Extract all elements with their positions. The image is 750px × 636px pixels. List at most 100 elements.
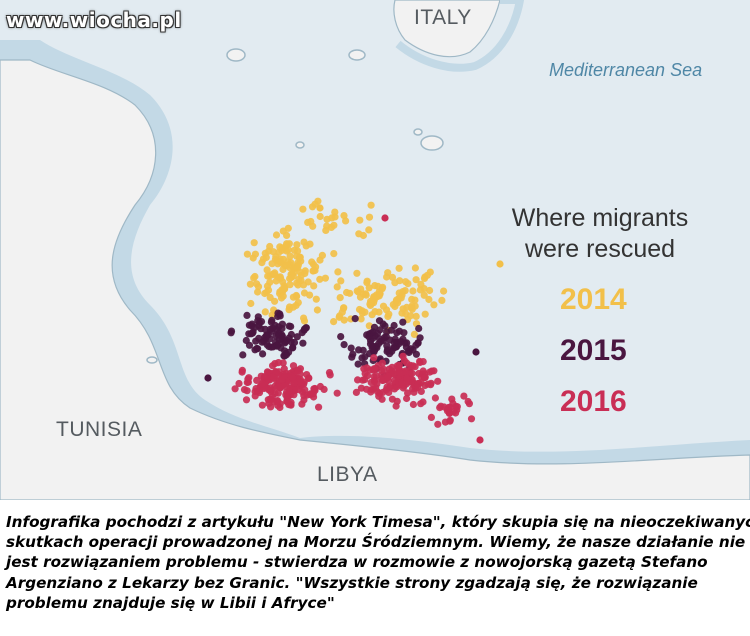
rescue-dot-2014 xyxy=(311,200,319,208)
rescue-dot-2016 xyxy=(242,396,251,404)
legend-year-2016: 2016 xyxy=(560,385,627,418)
rescue-dot-2014 xyxy=(356,216,364,224)
rescue-dot-2014 xyxy=(328,214,336,222)
rescue-dot-2014 xyxy=(304,278,312,286)
rescue-dot-2015 xyxy=(257,318,266,326)
rescue-dot-2014 xyxy=(276,258,285,266)
rescue-dot-2014 xyxy=(243,250,251,258)
rescue-dot-2015 xyxy=(409,346,417,354)
rescue-dot-2014 xyxy=(308,258,316,266)
caption: Infografika pochodzi z artykułu "New Yor… xyxy=(6,512,750,613)
rescue-dot-2014 xyxy=(412,276,420,284)
rescue-dot-2014 xyxy=(365,213,374,221)
rescue-dot-2015 xyxy=(389,344,397,352)
rescue-dot-2016 xyxy=(263,368,272,376)
label-mediterranean-sea: Mediterranean Sea xyxy=(549,60,703,80)
rescue-dot-2015 xyxy=(337,333,345,341)
rescue-dot-2016 xyxy=(443,407,452,415)
rescue-dot-2015 xyxy=(354,360,362,368)
legend-year-2015: 2015 xyxy=(560,334,627,367)
rescue-dot-2014 xyxy=(300,314,308,322)
rescue-dot-2014 xyxy=(312,295,320,303)
rescue-dot-2016 xyxy=(277,383,285,392)
rescue-dot-2016 xyxy=(271,360,279,368)
rescue-dot-2014 xyxy=(290,246,298,254)
rescue-dot-2016 xyxy=(384,373,392,381)
rescue-dot-2014 xyxy=(363,279,371,287)
rescue-dot-2014 xyxy=(300,289,309,297)
rescue-dot-2016 xyxy=(382,386,390,394)
caption-line: skutkach operacji prowadzonej na Morzu Ś… xyxy=(6,533,746,552)
rescue-dot-2014 xyxy=(334,268,342,276)
rescue-dot-2015 xyxy=(347,344,355,352)
rescue-dot-2014 xyxy=(430,301,438,309)
rescue-dot-2016 xyxy=(372,372,380,380)
rescue-dot-2014 xyxy=(411,264,419,272)
rescue-dot-2016 xyxy=(467,415,476,423)
rescue-dot-2015 xyxy=(285,334,293,342)
rescue-dot-2014 xyxy=(426,268,434,276)
island xyxy=(295,141,305,149)
island xyxy=(146,356,158,364)
rescue-dot-2016 xyxy=(421,373,429,381)
rescue-dot-2015 xyxy=(261,325,269,333)
rescue-dot-2015 xyxy=(416,334,424,342)
rescue-dot-2015 xyxy=(268,327,276,335)
rescue-dot-2014 xyxy=(316,212,324,221)
rescue-dot-2014 xyxy=(496,260,504,268)
rescue-dot-2014 xyxy=(416,286,424,294)
rescue-dot-2014 xyxy=(417,280,425,288)
rescue-dot-2014 xyxy=(265,247,273,255)
rescue-dot-2014 xyxy=(313,306,321,314)
rescue-dot-2016 xyxy=(273,398,281,406)
rescue-dot-2014 xyxy=(259,255,267,263)
rescue-dot-2014 xyxy=(383,273,391,281)
rescue-dot-2015 xyxy=(472,348,480,356)
rescue-dot-2014 xyxy=(379,302,388,310)
rescue-dot-2014 xyxy=(276,273,284,281)
rescue-dot-2016 xyxy=(453,403,461,411)
rescue-dot-2016 xyxy=(415,369,423,378)
rescue-dot-2015 xyxy=(252,337,260,345)
rescue-dot-2016 xyxy=(238,368,246,376)
map-canvas xyxy=(0,0,750,500)
caption-line: Argenziano z Lekarzy bez Granic. "Wszyst… xyxy=(6,573,698,592)
rescue-dot-2014 xyxy=(402,278,410,286)
rescue-dot-2015 xyxy=(403,339,411,347)
caption-line: Infografika pochodzi z artykułu "New Yor… xyxy=(6,513,750,531)
rescue-dot-2016 xyxy=(326,371,334,379)
caption-line: problemu znajduje się w Libii i Afryce" xyxy=(6,593,335,612)
rescue-dot-2015 xyxy=(299,339,307,347)
rescue-dot-2014 xyxy=(289,272,297,280)
rescue-dot-2014 xyxy=(311,266,319,275)
rescue-dot-2014 xyxy=(266,278,274,286)
rescue-dot-2016 xyxy=(316,382,324,391)
rescue-dot-2015 xyxy=(340,341,348,349)
rescue-dot-2016 xyxy=(367,378,375,387)
rescue-dot-2016 xyxy=(396,369,404,377)
rescue-dot-2015 xyxy=(393,329,401,337)
rescue-dot-2016 xyxy=(434,377,442,385)
rescue-dot-2015 xyxy=(415,324,423,333)
rescue-dot-2016 xyxy=(448,395,456,403)
rescue-dot-2014 xyxy=(412,312,420,320)
rescue-dots xyxy=(204,197,504,444)
italy-shallow xyxy=(395,0,525,72)
rescue-dot-2015 xyxy=(271,321,279,329)
rescue-dot-2015 xyxy=(267,343,275,351)
rescue-dot-2015 xyxy=(273,342,281,350)
rescue-dot-2016 xyxy=(274,389,282,397)
rescue-dot-2014 xyxy=(300,238,308,246)
rescue-dot-2014 xyxy=(263,266,271,274)
rescue-dot-2015 xyxy=(375,335,383,343)
island xyxy=(348,49,366,61)
rescue-dot-2015 xyxy=(369,328,377,336)
legend-title: Where migrants were rescued xyxy=(480,203,720,265)
rescue-dot-2016 xyxy=(278,376,286,384)
rescue-dot-2014 xyxy=(250,274,258,282)
rescue-dot-2016 xyxy=(370,365,378,373)
rescue-dot-2016 xyxy=(361,370,369,378)
rescue-dot-2015 xyxy=(260,337,268,345)
rescue-dot-2014 xyxy=(294,259,302,267)
rescue-dot-2015 xyxy=(227,329,235,337)
